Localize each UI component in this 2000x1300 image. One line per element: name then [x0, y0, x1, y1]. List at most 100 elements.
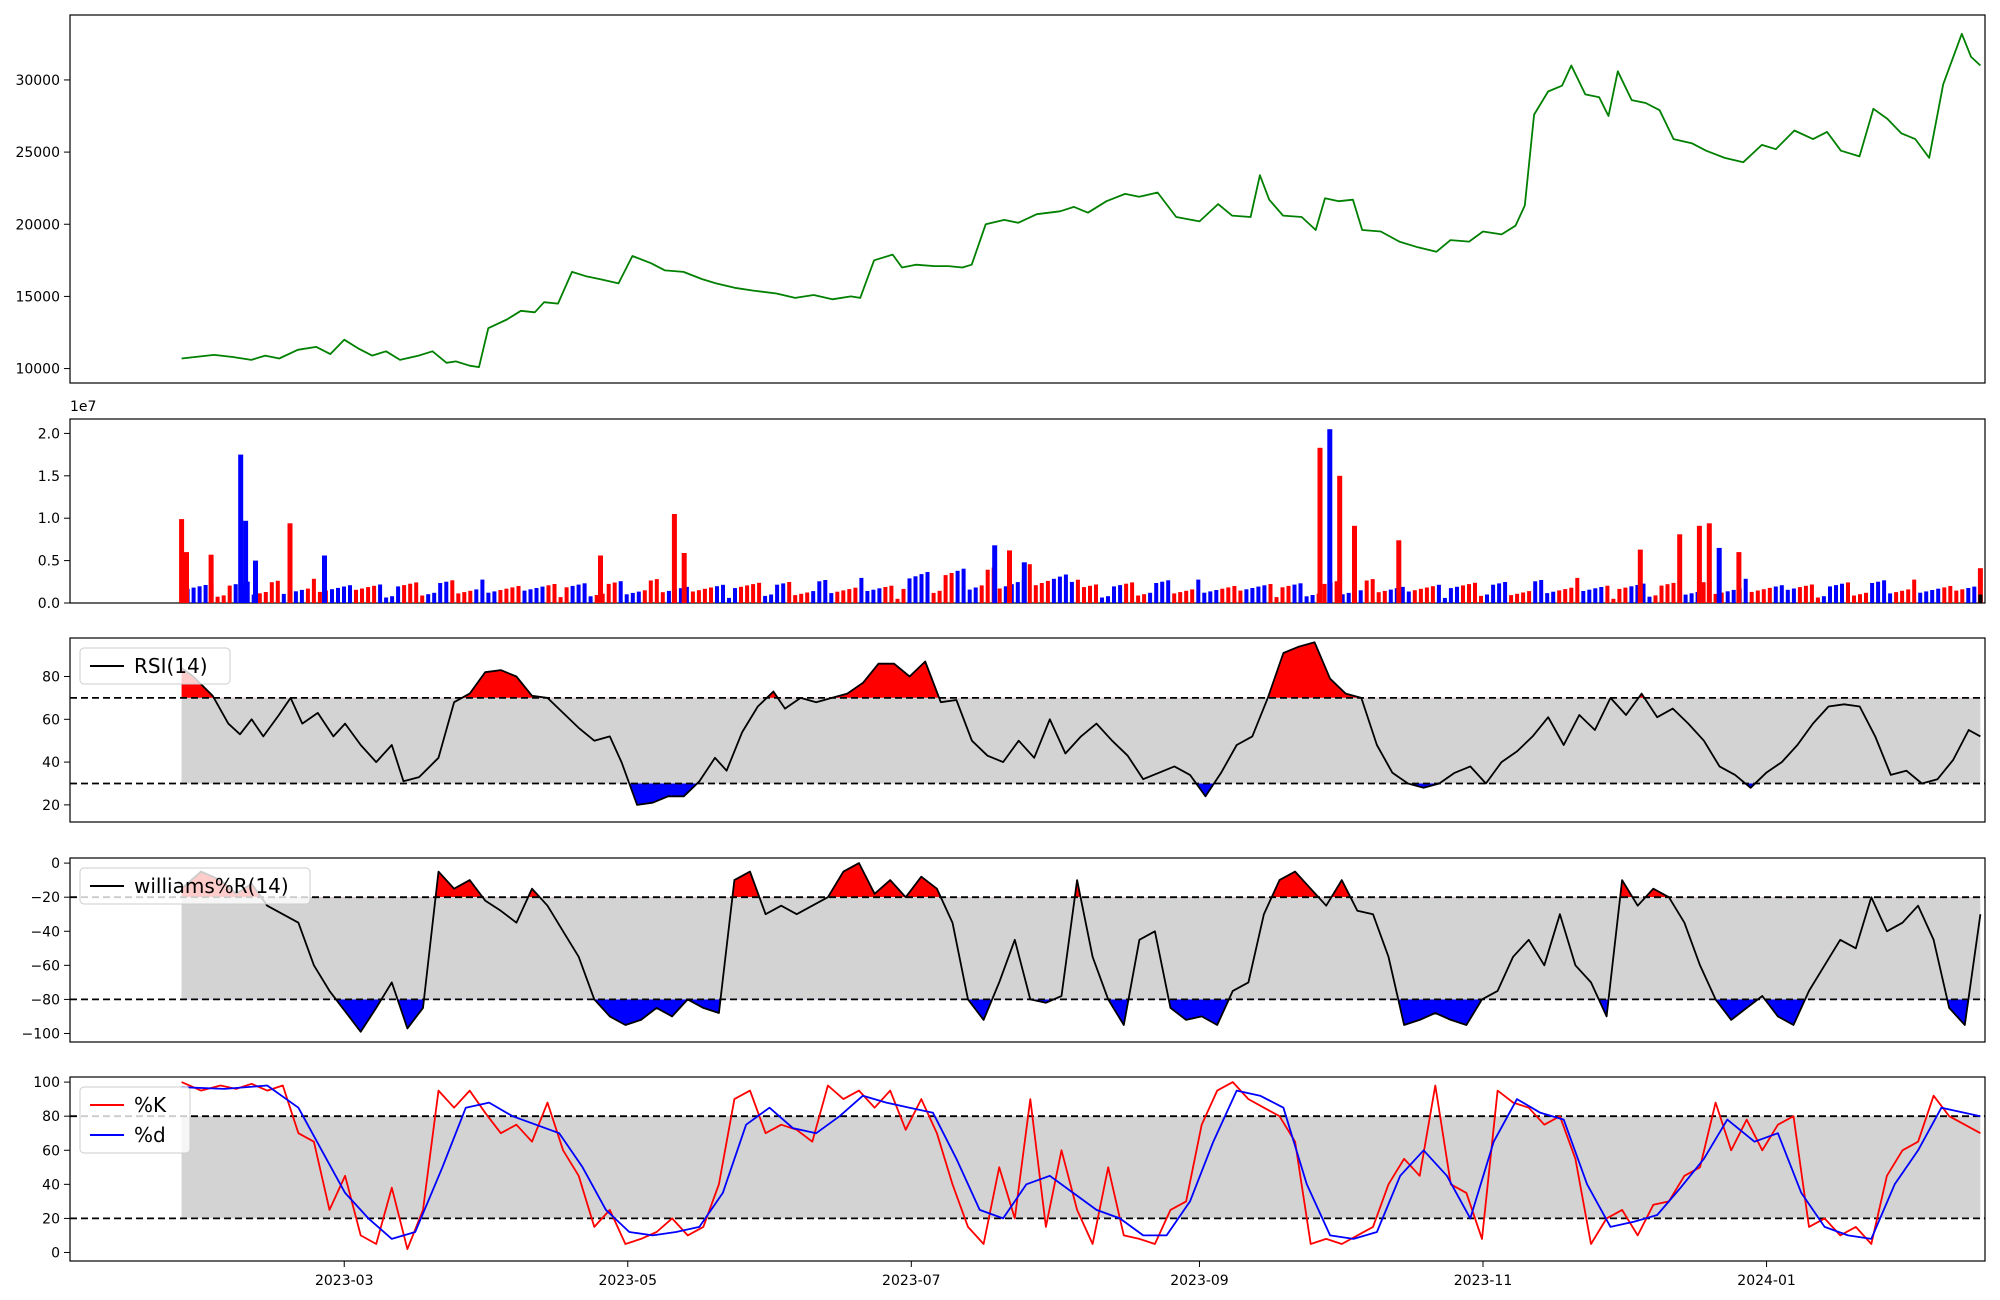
volume-bar — [961, 568, 966, 603]
stochastic-d-line — [181, 1084, 1981, 1240]
volume-bar — [1755, 590, 1760, 603]
volume-bar — [925, 572, 930, 603]
volume-bar — [1515, 593, 1520, 603]
volume-bar — [293, 591, 298, 603]
volume-bar — [1749, 591, 1754, 603]
volume-bar — [179, 519, 185, 603]
volume-bar — [1015, 582, 1020, 603]
volume-bar — [1509, 595, 1514, 603]
volume-bar — [1581, 591, 1586, 603]
volume-bar — [955, 570, 960, 603]
volume-bar — [1364, 580, 1369, 603]
volume-bar — [1473, 582, 1477, 603]
volume-bar — [1785, 589, 1790, 603]
volume-offset-label: 1e7 — [70, 399, 96, 415]
rsi-band-fill — [181, 697, 1981, 784]
volume-bar — [372, 585, 377, 603]
volume-bar — [1069, 581, 1074, 603]
volume-bar — [1701, 582, 1706, 603]
volume-bar — [1864, 592, 1868, 603]
volume-bar — [1635, 585, 1640, 603]
volume-bar — [1671, 582, 1676, 603]
volume-bar — [1713, 593, 1718, 603]
volume-bar — [552, 584, 557, 603]
rsi-axes-frame — [69, 637, 1986, 823]
volume-bar — [979, 585, 984, 603]
volume-bar — [208, 554, 214, 603]
volume-bar — [793, 595, 798, 603]
volume-bar — [1190, 589, 1195, 603]
volume-bar — [721, 584, 725, 603]
volume-bar — [287, 523, 293, 603]
volume-bar — [191, 587, 196, 603]
volume-bar — [1659, 585, 1664, 603]
volume-bar — [1382, 590, 1387, 603]
volume-bar — [648, 580, 653, 603]
volume-bar — [715, 586, 719, 603]
volume-bar — [1400, 586, 1405, 603]
volume-bar — [1418, 588, 1423, 603]
williams-ytick-label: −20 — [30, 890, 60, 906]
volume-bar — [1298, 583, 1303, 603]
volume-bar — [1286, 585, 1291, 603]
volume-bar — [215, 596, 220, 603]
volume-bar — [889, 585, 894, 603]
stochastic-ytick-label: 0 — [51, 1245, 60, 1261]
williams-axes-frame — [69, 857, 1986, 1043]
rsi-series-line — [181, 641, 1981, 806]
price-ytick-label: 15000 — [15, 289, 60, 305]
volume-bar — [1683, 594, 1688, 603]
volume-bar — [498, 590, 503, 603]
volume-bar — [366, 587, 371, 603]
volume-bar — [943, 575, 948, 603]
volume-bar — [1172, 593, 1177, 603]
volume-bar — [360, 588, 364, 603]
stochastic-legend-label: %d — [134, 1123, 166, 1147]
volume-bar — [432, 592, 437, 603]
volume-bar — [1743, 578, 1748, 603]
volume-bar — [1208, 591, 1213, 603]
volume-bar — [1268, 584, 1273, 603]
volume-bar — [275, 580, 280, 603]
volume-bar — [378, 584, 383, 603]
price-series-line — [181, 32, 1982, 368]
volume-bar — [1521, 592, 1526, 603]
volume-bar — [1075, 579, 1080, 603]
volume-bar — [913, 576, 918, 603]
volume-bar — [420, 595, 425, 603]
volume-bar — [1226, 587, 1231, 603]
volume-bar — [823, 580, 828, 603]
volume-ytick-label: 0.5 — [38, 554, 60, 570]
stochastic-ytick-label: 100 — [33, 1075, 60, 1091]
volume-bar — [1250, 588, 1255, 603]
volume-bar — [576, 584, 581, 603]
price-ytick-label: 10000 — [15, 362, 60, 378]
volume-bar — [330, 589, 334, 603]
volume-bar — [1791, 588, 1796, 603]
volume-bar — [1736, 552, 1742, 603]
volume-bar — [1455, 586, 1459, 603]
volume-bar — [1599, 587, 1604, 603]
volume-bar — [690, 591, 695, 603]
volume-bar — [1503, 582, 1508, 603]
volume-bar — [1461, 585, 1465, 603]
williams-band-fill — [181, 897, 1981, 1000]
volume-bar — [1334, 581, 1339, 603]
volume-bar — [322, 555, 327, 603]
volume-bar — [1124, 583, 1129, 603]
volume-bar — [1725, 591, 1730, 603]
volume-bar — [1027, 564, 1032, 603]
stochastic-legend: %K %d — [79, 1086, 191, 1154]
volume-bar — [1485, 594, 1489, 603]
volume-bar — [1352, 525, 1357, 603]
volume-bar — [997, 588, 1002, 603]
volume-bar — [1647, 596, 1652, 603]
volume-bar — [1491, 584, 1496, 603]
volume-bar — [354, 589, 358, 603]
volume-ytick-label: 2.0 — [38, 426, 60, 442]
volume-bar — [1623, 587, 1628, 603]
volume-bar — [751, 584, 756, 603]
volume-bar — [671, 514, 677, 603]
volume-bar — [1232, 586, 1237, 603]
volume-bar — [1244, 589, 1249, 603]
